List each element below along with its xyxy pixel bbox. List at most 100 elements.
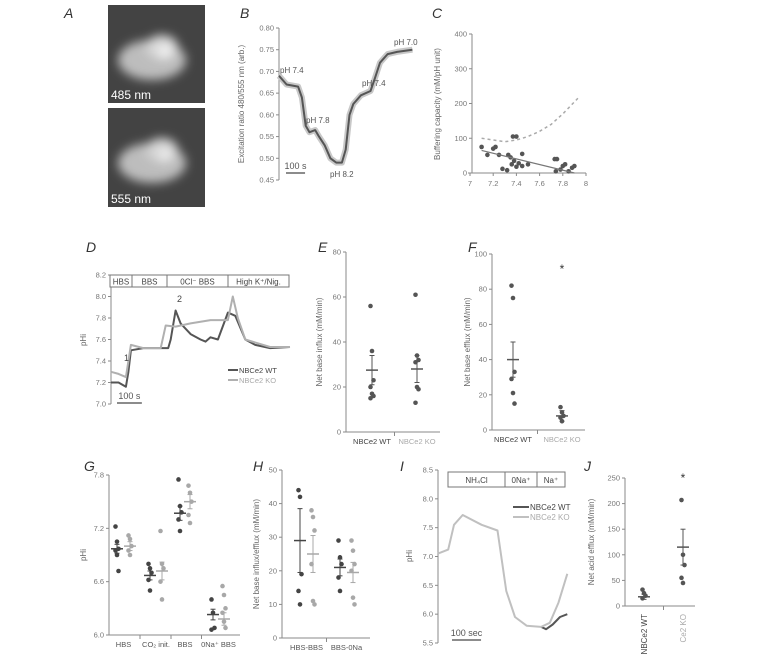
trace-nbce2-wt (540, 613, 568, 631)
panel-label-h: H (253, 458, 264, 474)
image-label: 485 nm (111, 88, 151, 102)
micrograph-555: 555 nm (108, 108, 205, 207)
data-point (114, 539, 120, 544)
data-point (177, 528, 183, 534)
solution-step-box (447, 471, 566, 488)
data-point (510, 134, 516, 139)
micrograph-485: 485 nm (108, 5, 205, 103)
data-point (310, 514, 316, 520)
panel-label-e: E (318, 239, 328, 255)
data-point (209, 597, 214, 602)
y-tick-label: 50 (612, 576, 620, 585)
data-point (679, 575, 684, 581)
y-tick-label: 250 (607, 474, 620, 483)
data-point (176, 477, 181, 482)
legend-label: NBCe2 KO (530, 513, 570, 522)
y-tick-label: 400 (454, 30, 467, 39)
category-label: NBCe2 WT (640, 614, 649, 655)
data-point (509, 376, 514, 382)
x-tick-label: 7.2 (488, 179, 498, 188)
data-point (296, 487, 301, 493)
data-point (479, 144, 484, 150)
y-tick-label: 0.80 (259, 24, 274, 33)
category-label: Ce2 KO (679, 614, 688, 642)
y-tick-label: 60 (479, 320, 487, 329)
panel-label-f: F (468, 239, 478, 255)
data-point (127, 552, 133, 558)
y-axis-label: Net base efflux (mM/min) (463, 297, 472, 387)
data-point (554, 156, 560, 162)
y-tick-label: 8.5 (423, 466, 433, 475)
x-tick-label: 7.8 (558, 179, 568, 188)
y-tick-label: 300 (454, 64, 467, 73)
data-point (312, 602, 317, 607)
y-tick-label: 10 (269, 600, 277, 609)
y-tick-label: 150 (607, 525, 620, 534)
data-point (413, 292, 418, 298)
category-label: NBCe2 KO (398, 437, 435, 446)
ph-annotation: pH 7.8 (306, 116, 330, 125)
y-tick-label: 80 (333, 248, 341, 257)
y-tick-label: 7.8 (94, 471, 104, 480)
data-point (336, 538, 341, 543)
y-tick-label: 7.2 (96, 378, 106, 387)
data-point (516, 160, 522, 166)
y-axis-label: Buffering capacity (mM/pH unit) (433, 48, 442, 160)
y-tick-label: 5.5 (423, 639, 433, 648)
y-tick-label: 6.6 (94, 577, 104, 586)
data-point (350, 548, 356, 553)
data-point (510, 390, 516, 396)
data-point (114, 552, 120, 558)
y-tick-label: 0.60 (259, 110, 274, 119)
data-point (146, 561, 151, 567)
y-tick-label: 0 (483, 426, 487, 435)
trace-nbce2-ko (110, 295, 290, 379)
data-point (485, 152, 490, 158)
data-point (220, 583, 225, 589)
data-point (352, 602, 357, 607)
data-point (640, 587, 645, 592)
y-tick-label: 0.75 (259, 45, 274, 54)
category-label: BBS (177, 640, 192, 649)
annotation-2: 2 (177, 294, 182, 304)
data-point (558, 404, 563, 410)
y-axis-label: Net base influx (mM/min) (315, 297, 324, 386)
data-point (500, 166, 505, 172)
y-axis-label: pHi (79, 334, 88, 346)
data-point (116, 568, 121, 574)
y-tick-label: 7.0 (423, 552, 433, 561)
x-tick-label: 7 (468, 179, 472, 188)
y-tick-label: 40 (479, 355, 487, 364)
category-label: HBS-BBS (290, 643, 323, 652)
y-axis-label: Excitation ratio 480/555 nm (arb.) (237, 45, 246, 164)
step-label: High K⁺/Nig. (236, 278, 281, 287)
data-point (127, 536, 133, 542)
data-point (369, 348, 375, 354)
ph-annotation: pH 7.0 (394, 38, 418, 47)
data-point (336, 575, 341, 580)
y-tick-label: 7.4 (96, 357, 106, 366)
data-point (296, 588, 301, 594)
y-tick-label: 0.45 (259, 176, 274, 185)
data-point (525, 162, 531, 167)
category-label: HBS (116, 640, 131, 649)
data-point (337, 555, 343, 560)
data-point (519, 151, 525, 157)
data-point (416, 386, 421, 392)
data-point (504, 167, 510, 173)
panel-label-a: A (63, 5, 73, 21)
ph-annotation: pH 8.2 (330, 170, 354, 179)
data-point (512, 401, 517, 406)
data-point (572, 163, 577, 169)
data-point (147, 588, 153, 593)
ph-annotation: pH 7.4 (362, 79, 386, 88)
category-label: NBCe2 WT (353, 437, 391, 446)
step-label: 0Cl⁻ BBS (180, 278, 214, 287)
data-point (158, 579, 163, 584)
category-label: 0Na⁺ BBS (201, 640, 236, 649)
y-tick-label: 6.0 (94, 631, 104, 640)
scale-bar-label: 100 sec (451, 628, 483, 638)
step-label: NH₄Cl (465, 476, 488, 485)
y-tick-label: 0.65 (259, 89, 274, 98)
y-tick-label: 0.50 (259, 154, 274, 163)
